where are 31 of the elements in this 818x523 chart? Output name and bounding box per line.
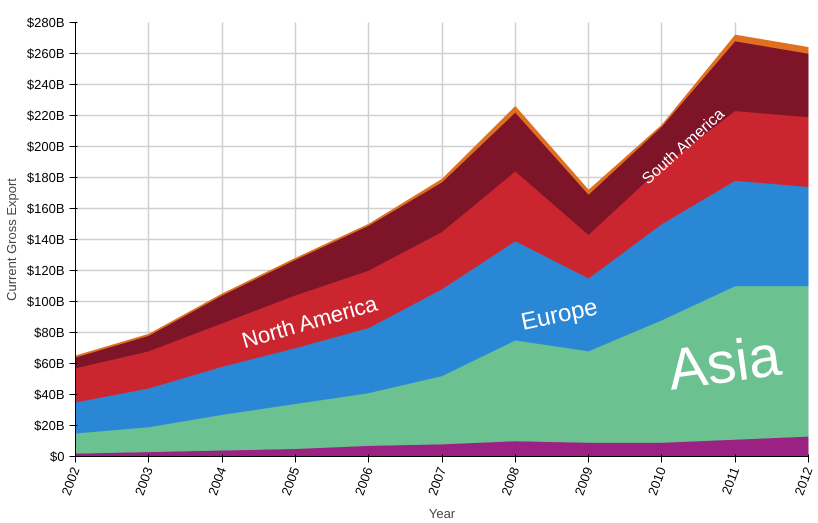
y-tick-label: $260B: [26, 46, 65, 61]
series-label: North America: [239, 290, 381, 354]
y-tick-label: $140B: [26, 232, 65, 247]
x-tick-label: 2012: [792, 464, 816, 498]
x-tick-label: 2004: [205, 464, 230, 498]
y-tick-label: $160B: [26, 201, 65, 216]
x-tick-label: 2010: [644, 464, 669, 498]
y-tick-label: $60B: [34, 356, 65, 371]
y-tick-label: $80B: [34, 325, 65, 340]
y-axis-title: Current Gross Export: [4, 178, 19, 301]
y-tick-label: $120B: [26, 263, 65, 278]
y-tick-label: $280B: [26, 15, 65, 30]
x-tick-label: 2009: [572, 464, 596, 498]
y-tick-label: $180B: [26, 170, 65, 185]
x-tick-label: 2011: [718, 464, 742, 496]
x-tick-label: 2002: [58, 464, 83, 498]
y-tick-label: $220B: [26, 108, 65, 123]
y-tick-label: $20B: [34, 418, 65, 433]
series-label: Asia: [664, 322, 786, 403]
series-label: Europe: [518, 293, 600, 336]
x-tick-label: 2007: [425, 464, 450, 498]
y-tick-label: $40B: [34, 387, 65, 402]
y-tick-label: $240B: [26, 77, 65, 92]
y-tick-label: $100B: [26, 294, 65, 309]
x-tick-label: 2006: [352, 464, 376, 498]
x-axis-title: Year: [428, 506, 456, 521]
y-tick-label: $0: [50, 449, 65, 464]
x-tick-label: 2003: [132, 464, 156, 498]
x-tick-label: 2008: [498, 464, 522, 498]
y-tick-label: $200B: [26, 139, 65, 154]
x-tick-label: 2005: [278, 464, 302, 498]
